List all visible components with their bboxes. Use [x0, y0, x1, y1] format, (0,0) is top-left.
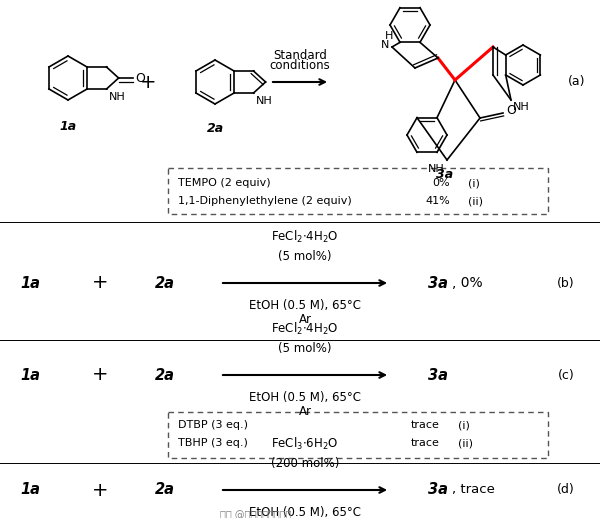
Text: N: N	[380, 40, 389, 50]
Text: conditions: conditions	[269, 59, 331, 72]
Text: NH: NH	[109, 92, 125, 102]
Text: +: +	[92, 366, 108, 384]
Text: O: O	[135, 71, 145, 84]
Text: +: +	[92, 274, 108, 293]
Text: +: +	[140, 73, 156, 92]
Text: Standard: Standard	[273, 49, 327, 62]
Text: 2a: 2a	[155, 276, 175, 291]
Text: NH: NH	[256, 96, 272, 106]
Text: (i): (i)	[468, 178, 480, 188]
Text: FeCl$_3$$\cdot$6H$_2$O: FeCl$_3$$\cdot$6H$_2$O	[271, 436, 339, 452]
Text: O: O	[506, 104, 516, 117]
Text: trace: trace	[411, 420, 440, 430]
Text: , 0%: , 0%	[452, 276, 482, 290]
Text: EtOH (0.5 M), 65°C: EtOH (0.5 M), 65°C	[249, 506, 361, 518]
Text: 3a: 3a	[428, 482, 448, 497]
Text: (c): (c)	[558, 368, 575, 381]
Text: 3a: 3a	[428, 367, 448, 382]
Text: (5 mol%): (5 mol%)	[278, 342, 332, 355]
Text: DTBP (3 eq.): DTBP (3 eq.)	[178, 420, 248, 430]
Text: (a): (a)	[568, 76, 585, 89]
Text: +: +	[92, 481, 108, 499]
Text: , trace: , trace	[452, 483, 495, 496]
Text: EtOH (0.5 M), 65°C: EtOH (0.5 M), 65°C	[249, 391, 361, 404]
Text: TEMPO (2 equiv): TEMPO (2 equiv)	[178, 178, 271, 188]
Text: 0%: 0%	[433, 178, 450, 188]
Text: trace: trace	[411, 438, 440, 448]
Text: (b): (b)	[557, 277, 575, 290]
Text: 1a: 1a	[20, 482, 40, 497]
Text: (ii): (ii)	[468, 196, 483, 206]
Text: 1,1-Diphenylethylene (2 equiv): 1,1-Diphenylethylene (2 equiv)	[178, 196, 352, 206]
Text: 1a: 1a	[59, 120, 77, 133]
Text: Ar: Ar	[299, 405, 311, 418]
Text: 知乎 @化学领域前沿文献: 知乎 @化学领域前沿文献	[220, 510, 292, 518]
Text: 1a: 1a	[20, 276, 40, 291]
Text: (5 mol%): (5 mol%)	[278, 250, 332, 263]
Text: 41%: 41%	[425, 196, 450, 206]
Text: FeCl$_2$$\cdot$4H$_2$O: FeCl$_2$$\cdot$4H$_2$O	[271, 321, 339, 337]
Text: (200 mol%): (200 mol%)	[271, 457, 339, 470]
Text: (d): (d)	[557, 483, 575, 496]
Text: H: H	[385, 31, 393, 41]
Text: (i): (i)	[458, 420, 470, 430]
Text: 3a: 3a	[428, 276, 448, 291]
Text: (ii): (ii)	[458, 438, 473, 448]
Text: 2a: 2a	[155, 482, 175, 497]
Text: 1a: 1a	[20, 367, 40, 382]
Text: FeCl$_2$$\cdot$4H$_2$O: FeCl$_2$$\cdot$4H$_2$O	[271, 229, 339, 245]
Text: NH: NH	[428, 164, 445, 174]
Text: TBHP (3 eq.): TBHP (3 eq.)	[178, 438, 248, 448]
Text: 2a: 2a	[206, 122, 224, 135]
Text: 3a: 3a	[436, 168, 454, 181]
Text: Ar: Ar	[299, 313, 311, 326]
Text: NH: NH	[513, 102, 530, 112]
Text: 2a: 2a	[155, 367, 175, 382]
Text: EtOH (0.5 M), 65°C: EtOH (0.5 M), 65°C	[249, 299, 361, 312]
